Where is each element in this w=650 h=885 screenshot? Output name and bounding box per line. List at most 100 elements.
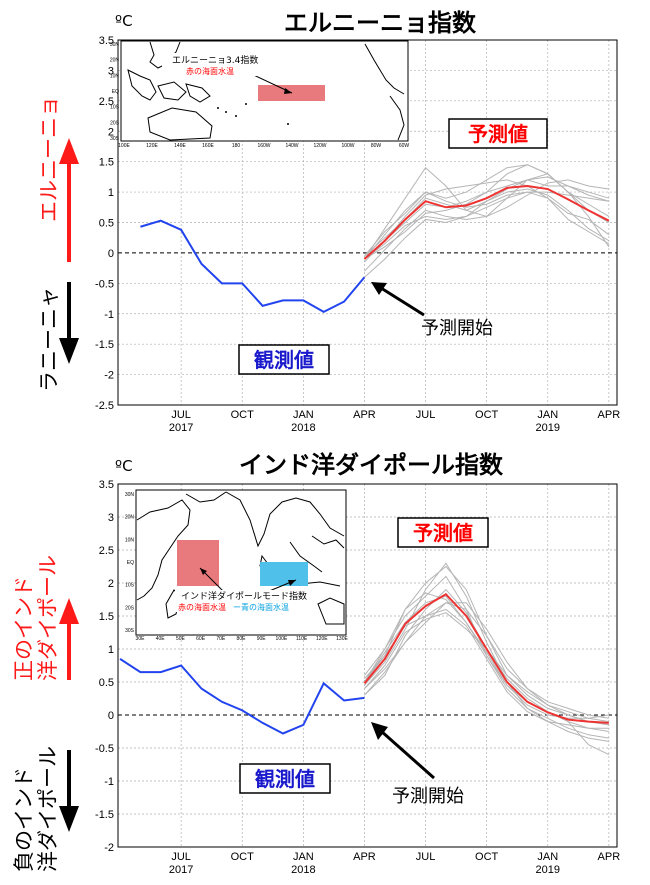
- forecast-start-arrow-2: [380, 729, 435, 780]
- observed-line-2: [119, 658, 365, 735]
- y-tick-label: 1: [108, 187, 114, 199]
- x-tick-label: APR: [353, 851, 376, 863]
- y-tick-label: -1.5: [95, 339, 114, 351]
- coastline-2: [136, 491, 345, 625]
- plot-frame-1: [117, 39, 618, 406]
- y-tick-label: -1: [104, 776, 114, 788]
- y-tick-label: 0: [108, 248, 114, 260]
- unit-label-1: ºC: [115, 12, 133, 30]
- inset-axis-label: 140W: [285, 143, 298, 149]
- y-tick-label: 3: [108, 65, 114, 77]
- y-tick-label: -2.5: [95, 400, 114, 412]
- inset-map-2: インド洋ダイポールモード指数 赤の海面水温 ー 青の海面水温 30N 20N 10N…: [125, 489, 348, 642]
- y-tick-label: -2: [104, 842, 114, 854]
- ensemble-member-line: [364, 191, 610, 257]
- inset-axis-label: 30S: [110, 136, 120, 142]
- inset-axis-label: 30S: [125, 628, 135, 634]
- unit-label-2: ºC: [115, 457, 133, 475]
- side-label-lanina: ラニーニャ: [37, 287, 61, 392]
- inset-title-2: インド洋ダイポールモード指数: [181, 590, 307, 602]
- inset-axis-label: 80E: [237, 636, 247, 642]
- inset-axis-label: 160E: [202, 143, 214, 149]
- ensemble-member-line: [364, 602, 609, 726]
- forecast-mean-line-2: [363, 592, 609, 724]
- x-tick-label: APR: [598, 409, 621, 421]
- ensemble-members-1: [364, 164, 610, 278]
- y-tick-label: 2.5: [99, 545, 114, 557]
- x-tick-year: 2019: [536, 864, 560, 876]
- y-tick-label: 3: [108, 512, 114, 524]
- inset-axis-label: 130E: [336, 636, 348, 642]
- x-tick-label: APR: [353, 409, 376, 421]
- x-tick-label: JAN: [293, 851, 314, 863]
- x-tick-year: 2018: [291, 422, 315, 434]
- inset-axis-label: 20S: [125, 605, 135, 611]
- x-tick-label: JUL: [416, 851, 436, 863]
- inset-axis-label: EQ: [112, 89, 119, 95]
- inset-axis-label: 180: [232, 143, 241, 149]
- x-tick-label: JAN: [537, 409, 558, 421]
- x-tick-label: JAN: [293, 409, 314, 421]
- x-tick-label: JUL: [171, 851, 191, 863]
- x-tick-year: 2017: [169, 422, 193, 434]
- observed-line-1: [140, 219, 366, 314]
- inset-legend-mid-2: ー: [233, 603, 241, 612]
- plot-frame-2: [117, 483, 618, 848]
- side-label-elnino: エルニーニョ: [37, 96, 61, 222]
- iod-west-region: [177, 540, 219, 586]
- y-tick-label: 3.5: [99, 479, 114, 491]
- y-tick-label: -2: [104, 370, 114, 382]
- inset-axis-label: 40E: [156, 636, 166, 642]
- inset-axis-label: 20N: [125, 515, 135, 521]
- inset-axis-label: 60E: [196, 636, 206, 642]
- forecast-start-label-1: 予測開始: [421, 318, 493, 339]
- x-tick-label: APR: [598, 851, 621, 863]
- inset-lat-labels-2: 30N 20N 10N EQ 10S 20S 30S: [125, 492, 135, 634]
- inset-axis-label: 10S: [110, 105, 120, 111]
- ensemble-member-line: [364, 179, 609, 272]
- x-tick-year: 2019: [536, 422, 560, 434]
- side-label-positive-iod-b: 洋ダイポール: [36, 555, 60, 681]
- ensemble-member-line: [364, 191, 609, 260]
- inset-axis-label: 20N: [110, 58, 120, 64]
- inset-axis-label: 90E: [257, 636, 267, 642]
- inset-legend-red-2: 赤の海面水温: [178, 602, 226, 612]
- side-label-negative-iod-b: 洋ダイポール: [36, 746, 60, 872]
- y-tick-label: 3.5: [99, 35, 114, 47]
- y-tick-label: 0.5: [99, 218, 114, 230]
- side-label-negative-iod-a: 負のインド: [12, 767, 36, 872]
- x-tick-label: OCT: [475, 851, 499, 863]
- ensemble-member-line: [364, 179, 610, 260]
- y-tick-label: 0: [108, 710, 114, 722]
- x-tick-label: JAN: [537, 851, 558, 863]
- chart-title-2: インド洋ダイポール指数: [239, 451, 504, 479]
- inset-axis-label: 30N: [125, 492, 135, 498]
- forecast-start-arrow-1: [380, 286, 425, 317]
- y-tick-label: 0.5: [99, 677, 114, 689]
- x-tick-label: OCT: [231, 409, 255, 421]
- inset-axis-label: EQ: [127, 560, 134, 566]
- y-tick-label: -0.5: [95, 278, 114, 290]
- x-tick-label: JUL: [416, 409, 436, 421]
- chart-title-1: エルニーニョ指数: [284, 9, 477, 37]
- observed-tag-1: 観測値: [254, 348, 314, 372]
- inset-axis-label: 140E: [174, 143, 186, 149]
- inset-legend-1: 赤の海面水温: [186, 66, 234, 76]
- ensemble-member-line: [364, 592, 610, 756]
- inset-axis-label: 60W: [399, 143, 410, 149]
- inset-axis-label: 20S: [110, 120, 120, 126]
- x-tick-label: OCT: [475, 409, 499, 421]
- inset-axis-label: 100E: [276, 636, 288, 642]
- ensemble-member-line: [364, 164, 610, 260]
- inset-axis-label: 120W: [313, 143, 326, 149]
- inset-lat-labels-1: 30N 20N 10N EQ 10S 20S 30S: [110, 42, 120, 142]
- forecast-start-label-2: 予測開始: [392, 786, 464, 807]
- side-label-positive-iod-a: 正のインド: [12, 576, 36, 681]
- forecast-tag-2: 予測値: [413, 521, 473, 545]
- y-tick-label: 1: [108, 644, 114, 656]
- y-tick-label: 2: [108, 126, 114, 138]
- inset-axis-label: 120E: [316, 636, 328, 642]
